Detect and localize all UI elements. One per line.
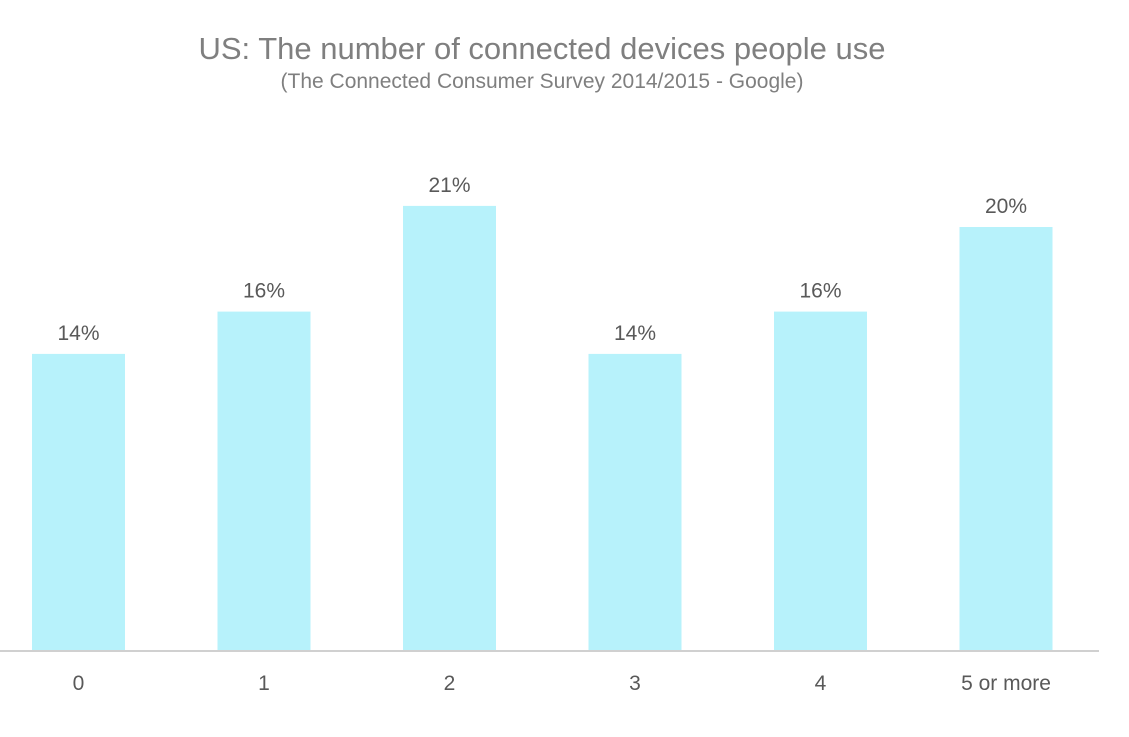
bar-0 xyxy=(32,353,125,650)
x-tick-label-2: 2 xyxy=(444,672,456,695)
x-tick-label-0: 0 xyxy=(73,672,85,695)
bars-group xyxy=(32,205,1053,650)
data-label-0: 14% xyxy=(57,322,99,345)
chart-subtitle: (The Connected Consumer Survey 2014/2015… xyxy=(280,70,804,93)
x-tick-label-4: 4 xyxy=(815,672,827,695)
data-label-4: 16% xyxy=(799,280,841,303)
x-tick-labels-group: 0 1 2 3 4 5 or more xyxy=(73,672,1051,695)
bar-5 xyxy=(959,227,1053,650)
data-label-3: 14% xyxy=(614,322,656,345)
bar-4 xyxy=(774,311,867,650)
data-labels-group: 14% 16% 21% 14% 16% 20% xyxy=(57,174,1027,345)
bar-3 xyxy=(588,353,682,650)
bar-1 xyxy=(217,311,311,650)
data-label-5: 20% xyxy=(985,195,1027,218)
chart-title: US: The number of connected devices peop… xyxy=(198,31,886,66)
data-label-1: 16% xyxy=(243,280,285,303)
x-tick-label-1: 1 xyxy=(258,672,270,695)
data-label-2: 21% xyxy=(428,174,470,197)
x-tick-label-5: 5 or more xyxy=(961,672,1051,695)
x-tick-label-3: 3 xyxy=(629,672,641,695)
bar-2 xyxy=(403,205,496,650)
